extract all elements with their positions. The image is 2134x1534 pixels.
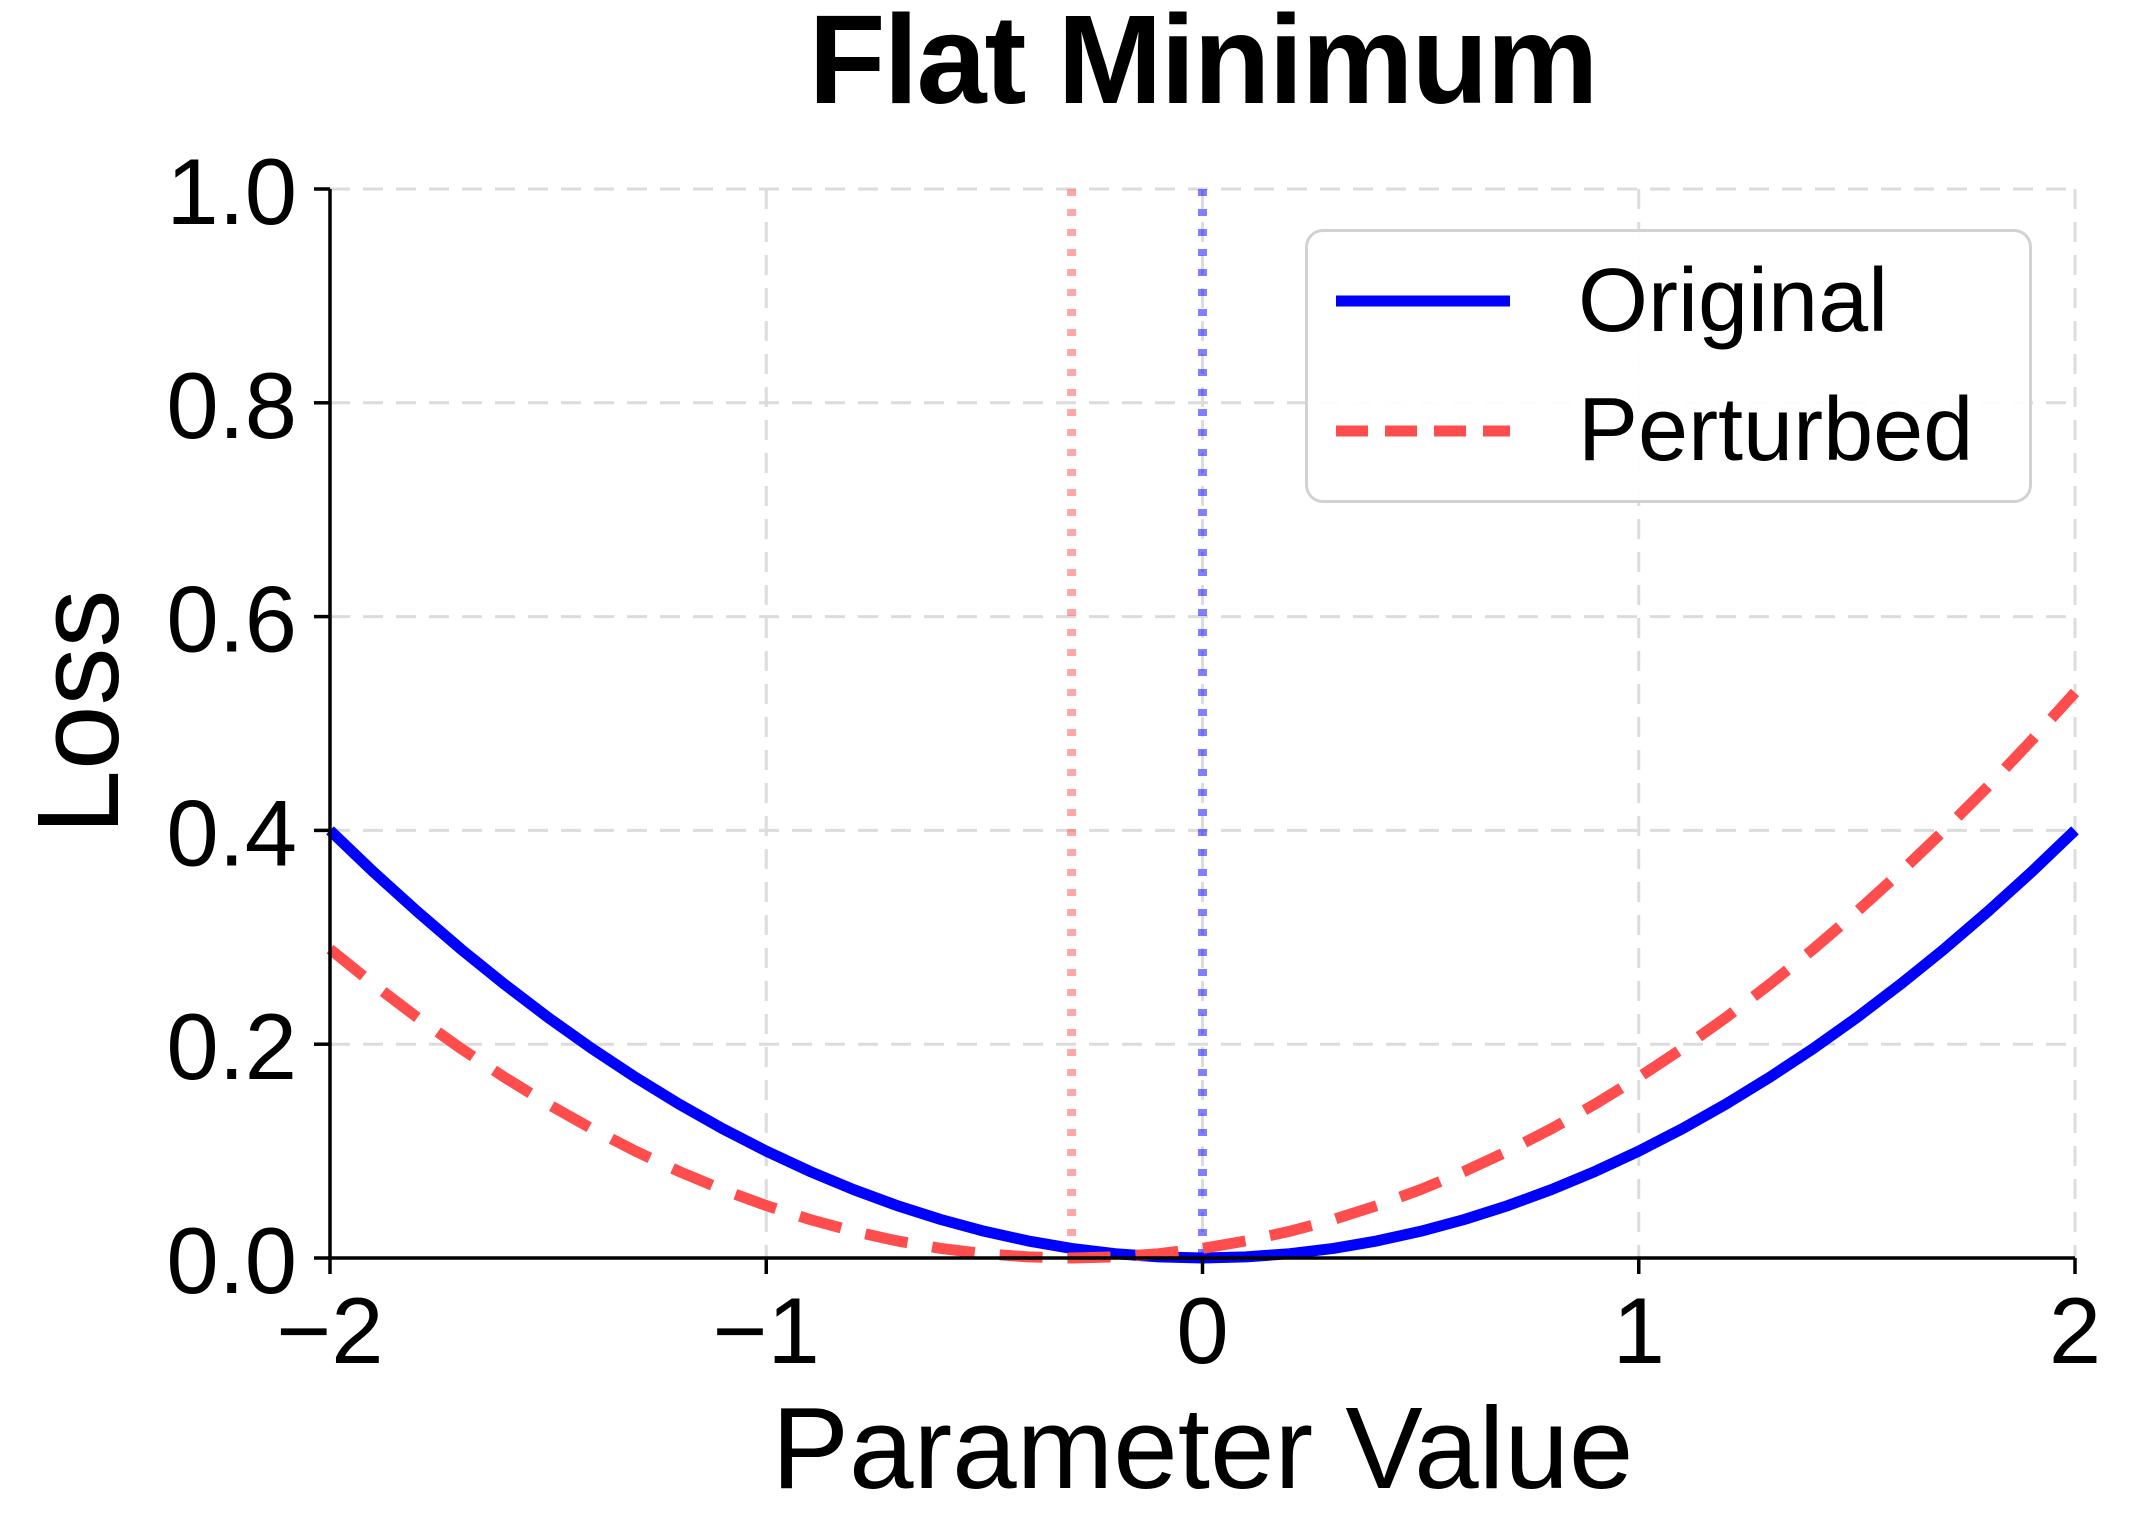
series-line-perturbed [326, 688, 2080, 1264]
y-tick-label: 1.0 [166, 139, 297, 244]
legend-item-perturbed: Perturbed [1334, 379, 2029, 483]
x-axis-label: Parameter Value [771, 1383, 1634, 1513]
x-tick-label: 2 [2049, 1278, 2101, 1383]
y-tick-label: 0.6 [166, 567, 297, 672]
x-tick-label: 1 [1613, 1278, 1665, 1383]
x-tick-label: 0 [1176, 1278, 1228, 1383]
chart-title: Flat Minimum [808, 0, 1599, 130]
legend: Original Perturbed [1305, 229, 2032, 503]
y-tick-label: 0.4 [166, 780, 297, 885]
y-tick-label: 0.8 [166, 353, 297, 458]
legend-item-original: Original [1334, 250, 2029, 354]
original-line-swatch [1336, 295, 1510, 307]
x-tick-label: −2 [276, 1278, 383, 1383]
y-tick-label: 0.0 [166, 1208, 297, 1313]
legend-label-perturbed: Perturbed [1578, 380, 1974, 480]
perturbed-line-swatch [1336, 425, 1510, 437]
legend-label-original: Original [1578, 250, 1889, 351]
x-tick-label: −1 [713, 1278, 820, 1383]
y-axis-label: Loss [13, 589, 143, 835]
y-tick-label: 0.2 [166, 994, 297, 1099]
